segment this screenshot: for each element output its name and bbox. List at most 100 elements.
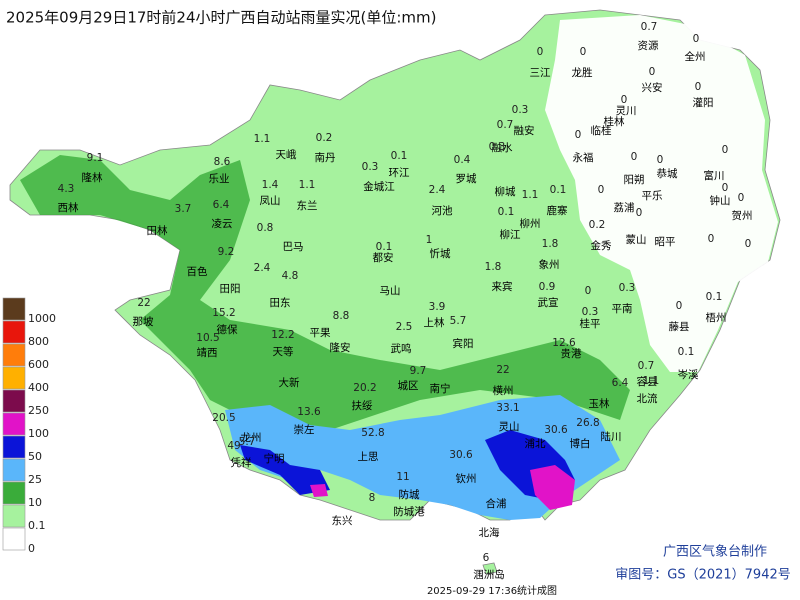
rainfall-value: 0.7 bbox=[641, 21, 658, 33]
timestamp: 2025-09-29 17:36统计成图 bbox=[427, 584, 557, 597]
place-name: 隆林 bbox=[82, 171, 103, 184]
place-name: 融水 bbox=[492, 142, 513, 154]
place-name: 北流 bbox=[637, 392, 658, 405]
place-name: 金城江 bbox=[363, 180, 395, 193]
place-name: 蒙山 bbox=[626, 233, 647, 246]
rainfall-value: 20.2 bbox=[353, 382, 376, 394]
place-name: 桂林 bbox=[604, 115, 625, 128]
rainfall-value: 49 bbox=[227, 440, 240, 452]
rainfall-value: 0 bbox=[598, 184, 605, 196]
legend-label: 10 bbox=[28, 496, 42, 509]
rainfall-value: 8 bbox=[369, 492, 376, 504]
rainfall-value: 6.4 bbox=[213, 199, 230, 211]
place-name: 柳城 bbox=[495, 185, 516, 198]
place-name: 凭祥 bbox=[231, 456, 252, 469]
rainfall-value: 1 bbox=[426, 234, 433, 246]
rainfall-value: 0.3 bbox=[512, 104, 529, 116]
rainfall-value: 0 bbox=[631, 151, 638, 163]
place-name: 南宁 bbox=[430, 382, 451, 395]
rainfall-value: 0 bbox=[636, 207, 643, 219]
rainfall-value: 2.4 bbox=[429, 184, 446, 196]
place-name: 武鸣 bbox=[391, 342, 412, 355]
place-name: 马山 bbox=[380, 285, 401, 297]
place-name: 东兰 bbox=[297, 199, 318, 212]
rainfall-value: 1.1 bbox=[643, 375, 660, 387]
rainfall-value: 30.6 bbox=[544, 424, 568, 436]
rainfall-value: 22 bbox=[137, 297, 150, 309]
place-name: 西林 bbox=[58, 201, 79, 214]
rainfall-value: 0 bbox=[695, 81, 702, 93]
place-name: 龙州 bbox=[241, 431, 262, 444]
place-name: 凌云 bbox=[212, 217, 233, 230]
rainfall-value: 11 bbox=[396, 471, 409, 483]
legend-swatch bbox=[2, 366, 26, 390]
place-name: 临桂 bbox=[591, 124, 612, 137]
place-name: 梧州 bbox=[706, 311, 727, 324]
place-name: 柳江 bbox=[500, 228, 521, 241]
rainfall-value: 0.1 bbox=[550, 184, 567, 196]
rainfall-value: 0.7 bbox=[497, 119, 514, 131]
place-name: 博白 bbox=[570, 437, 591, 450]
place-name: 岑溪 bbox=[678, 369, 699, 381]
rainfall-value: 0 bbox=[722, 144, 729, 156]
rainfall-value: 8.8 bbox=[333, 310, 350, 322]
rainfall-value: 4.8 bbox=[282, 270, 299, 282]
rainfall-value: 0 bbox=[621, 94, 628, 106]
place-name: 藤县 bbox=[669, 321, 690, 333]
place-name: 鹿寨 bbox=[547, 204, 568, 217]
place-name: 防城 bbox=[399, 488, 420, 501]
place-name: 合浦 bbox=[486, 497, 507, 510]
rainfall-value: 1.8 bbox=[542, 238, 559, 250]
rainfall-value: 0 bbox=[537, 46, 544, 58]
legend-swatch bbox=[2, 412, 26, 436]
rainfall-value: 52.8 bbox=[361, 427, 384, 439]
place-name: 平南 bbox=[612, 302, 633, 315]
place-name: 北海 bbox=[479, 526, 500, 539]
legend-swatch bbox=[2, 297, 26, 321]
legend-label: 0 bbox=[28, 542, 35, 555]
rainfall-value: 12.6 bbox=[552, 337, 576, 349]
rainfall-value: 1.8 bbox=[485, 261, 502, 273]
place-name: 东兴 bbox=[332, 514, 353, 527]
rainfall-value: 0.1 bbox=[376, 241, 393, 253]
heavy-patch-west bbox=[240, 445, 330, 495]
place-name: 乐业 bbox=[209, 173, 230, 185]
place-name: 钟山 bbox=[710, 194, 731, 207]
legend-label: 800 bbox=[28, 335, 49, 348]
rainfall-value: 0.2 bbox=[589, 219, 606, 231]
rainfall-value: 0.1 bbox=[498, 206, 515, 218]
rainfall-value: 6.4 bbox=[612, 377, 629, 389]
island bbox=[482, 562, 498, 575]
place-name: 恭城 bbox=[657, 167, 678, 180]
place-name: 融安 bbox=[514, 124, 535, 137]
place-name: 贵港 bbox=[561, 347, 582, 360]
place-name: 兴安 bbox=[642, 81, 663, 94]
rainfall-value: 9.1 bbox=[87, 152, 104, 164]
place-name: 河池 bbox=[432, 204, 453, 217]
rainfall-value: 0.7 bbox=[638, 360, 655, 372]
legend-label: 400 bbox=[28, 381, 49, 394]
legend-swatch bbox=[2, 343, 26, 367]
place-name: 上林 bbox=[424, 316, 445, 329]
place-name: 平果 bbox=[310, 327, 331, 339]
dry-area bbox=[545, 15, 778, 372]
place-name: 扶绥 bbox=[352, 399, 373, 412]
place-name: 罗城 bbox=[456, 173, 477, 185]
rainfall-value: 9.2 bbox=[218, 246, 235, 258]
legend-swatch bbox=[2, 389, 26, 413]
place-name: 忻城 bbox=[430, 247, 451, 260]
place-name: 三江 bbox=[530, 67, 551, 79]
place-name: 陆川 bbox=[601, 430, 622, 443]
place-name: 灵山 bbox=[499, 421, 520, 433]
rainfall-value: 0.2 bbox=[316, 132, 333, 144]
rainfall-value: 0 bbox=[676, 300, 683, 312]
rainfall-value: 9.7 bbox=[410, 365, 427, 377]
place-name: 全州 bbox=[685, 50, 706, 63]
rainfall-value: 1.1 bbox=[522, 189, 539, 201]
place-name: 环江 bbox=[389, 167, 410, 179]
rainfall-value: 10.5 bbox=[196, 332, 219, 344]
rainfall-value: 0.1 bbox=[678, 346, 695, 358]
